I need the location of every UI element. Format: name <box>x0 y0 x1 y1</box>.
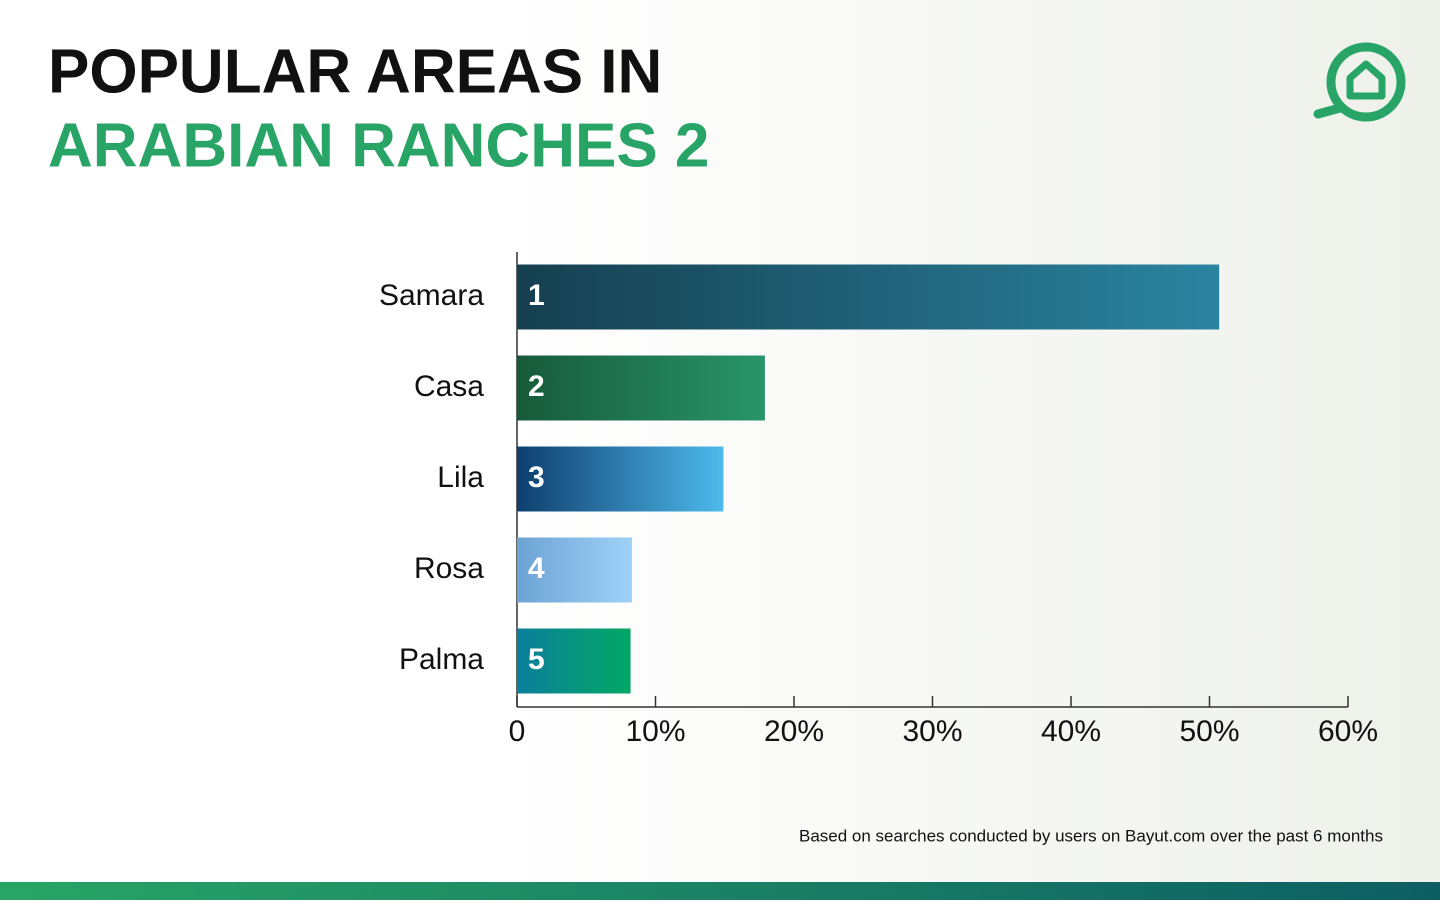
rank-label: 4 <box>528 552 545 585</box>
bar <box>517 355 765 421</box>
rank-label: 5 <box>528 643 545 676</box>
y-tick-label: Samara <box>379 279 484 312</box>
y-tick-label: Lila <box>437 461 484 494</box>
y-tick-label: Casa <box>414 370 484 403</box>
x-tick-label: 0 <box>509 715 526 748</box>
rank-label: 2 <box>528 370 545 403</box>
x-tick-label: 10% <box>625 715 685 748</box>
title-line-1: POPULAR AREAS IN <box>48 37 662 106</box>
bar <box>517 537 632 603</box>
x-tick-label: 50% <box>1179 715 1239 748</box>
rank-label: 3 <box>528 461 545 494</box>
bar <box>517 264 1220 330</box>
y-tick-label: Rosa <box>414 552 484 585</box>
x-tick-label: 40% <box>1041 715 1101 748</box>
bar <box>517 446 724 512</box>
bar <box>517 628 631 694</box>
footer-strip <box>0 882 1440 900</box>
title-line-2: ARABIAN RANCHES 2 <box>48 111 709 180</box>
x-tick-label: 20% <box>764 715 824 748</box>
x-tick-label: 60% <box>1318 715 1378 748</box>
logo <box>1313 42 1406 122</box>
x-tick-label: 30% <box>902 715 962 748</box>
footnote: Based on searches conducted by users on … <box>799 826 1383 845</box>
rank-label: 1 <box>528 279 545 312</box>
y-tick-label: Palma <box>399 643 484 676</box>
